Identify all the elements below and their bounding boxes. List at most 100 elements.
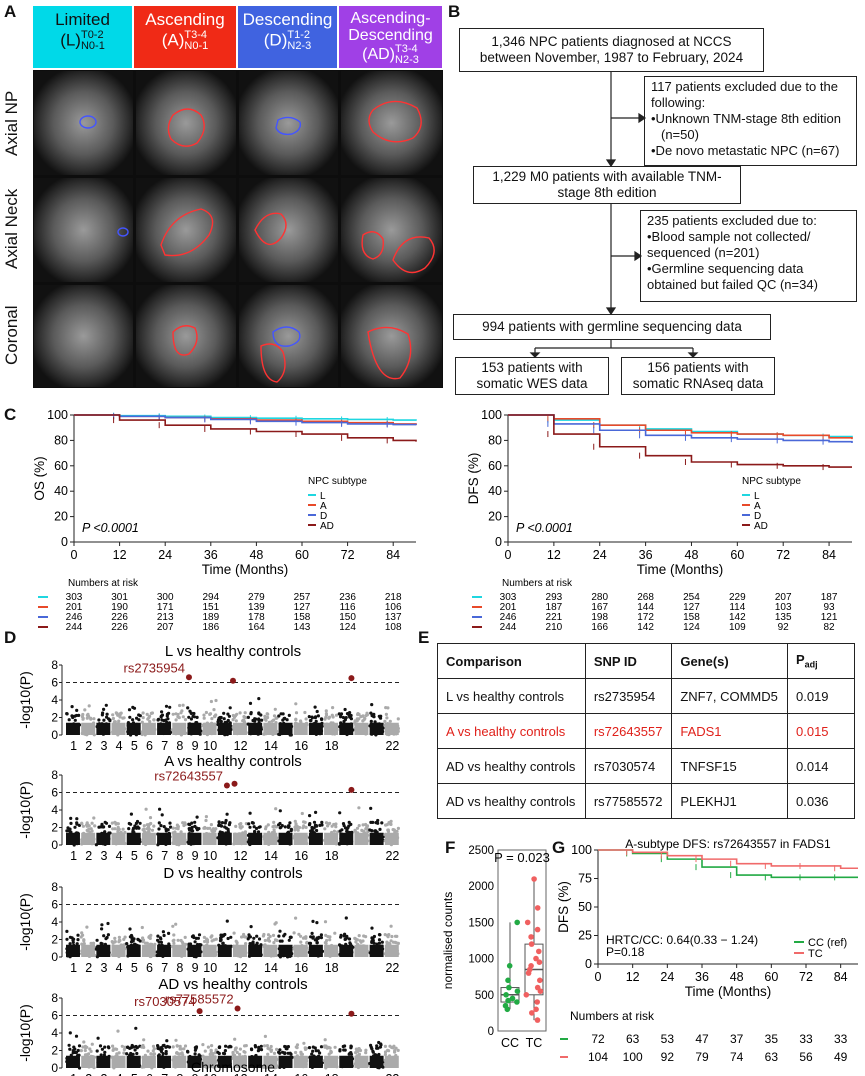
expression-boxplot: 0 500 1000 1500 2000 2500 P = 0.023 normalised … <box>442 845 550 1050</box>
snp-label: rs72643557 <box>154 769 223 784</box>
panel-label-d: D <box>4 628 17 647</box>
risk-value: 79 <box>695 1050 709 1064</box>
km-plot-os: 0 20 40 60 80 100 0 12 24 36 48 60 72 84 Time (Months)… <box>32 408 417 630</box>
data-point <box>523 992 530 998</box>
legend-label: L <box>754 491 760 502</box>
risk-value: 106 <box>385 602 402 613</box>
risk-value: 109 <box>729 622 746 630</box>
x-tick-label: 36 <box>695 970 709 984</box>
manhattan-points <box>65 916 400 959</box>
chromosome-label: 9 <box>192 739 199 753</box>
table-row: AD vs healthy controls rs7030574 TNFSF15 0… <box>437 748 855 784</box>
chromosome-label: 8 <box>176 1072 183 1076</box>
y-tick-label: 60 <box>54 459 68 473</box>
data-point <box>528 963 534 969</box>
manhattan-title: D vs healthy controls <box>163 865 302 882</box>
y-tick-label: 40 <box>488 484 502 498</box>
chromosome-label: 8 <box>176 849 183 863</box>
risk-value: 246 <box>500 612 517 623</box>
data-point <box>531 876 537 882</box>
y-tick-label: 60 <box>488 459 502 473</box>
risk-value: 74 <box>730 1050 744 1064</box>
significant-snp <box>348 1010 355 1017</box>
chromosome-label: 1 <box>70 739 77 753</box>
chromosome-label: 7 <box>161 849 168 863</box>
chromosome-label: 6 <box>146 961 153 975</box>
risk-value: 35 <box>765 1032 779 1046</box>
chromosome-label: 12 <box>234 849 248 863</box>
km-line-d <box>74 414 417 426</box>
risk-value: 100 <box>623 1050 643 1064</box>
risk-value: 164 <box>248 622 265 630</box>
table-row: L vs healthy controls rs2735954 ZNF7, COM… <box>437 678 855 714</box>
chromosome-label: 9 <box>192 1072 199 1076</box>
snp-label: rs77585572 <box>165 992 234 1007</box>
y-tick-label: 80 <box>54 433 68 447</box>
risk-value: 280 <box>591 592 608 603</box>
risk-value: 207 <box>157 622 174 630</box>
legend-label: A <box>320 501 327 512</box>
risk-value: 301 <box>111 592 128 603</box>
risk-value: 218 <box>385 592 402 603</box>
legend-label: A <box>754 501 761 512</box>
y-axis-label: -log10(P) <box>18 781 33 839</box>
y-tick-label: 2 <box>51 1044 58 1058</box>
chromosome-label: 3 <box>100 739 107 753</box>
y-tick-label: 75 <box>578 872 592 886</box>
y-tick-label: 0 <box>585 957 592 971</box>
km-line-ad <box>508 414 852 468</box>
risk-value: 187 <box>821 592 838 603</box>
risk-value: 198 <box>591 612 608 623</box>
risk-value: 166 <box>591 622 608 630</box>
table-row: A vs healthy controls rs72643557 FADS1 0.0… <box>437 713 855 749</box>
y-tick-label: 0 <box>488 1026 494 1038</box>
risk-value: 229 <box>729 592 746 603</box>
flow-exclusion-235: 235 patients excluded due to: •Blood sam… <box>640 210 857 302</box>
y-tick-label: 2 <box>51 711 58 725</box>
panel-label-g: G <box>552 838 566 857</box>
km-line-a <box>508 414 853 440</box>
y-tick-label: 6 <box>51 786 58 800</box>
row-label-coronal: Coronal <box>2 305 21 365</box>
data-point <box>514 919 520 926</box>
legend-label: TC <box>808 948 823 960</box>
chromosome-label: 18 <box>325 739 339 753</box>
risk-value: 56 <box>799 1050 813 1064</box>
scan-tiles <box>34 71 442 387</box>
risk-value: 142 <box>729 612 746 623</box>
y-tick-label: 0 <box>51 728 58 742</box>
x-tick-label: 84 <box>822 548 836 562</box>
row-label-axial-neck: Axial Neck <box>2 188 21 270</box>
risk-value: 210 <box>546 622 563 630</box>
header-limited: Limited (L) T0-2 N0-1 <box>33 6 132 68</box>
chromosome-label: 6 <box>146 1072 153 1076</box>
risk-value: 114 <box>729 602 745 613</box>
chromosome-label: 14 <box>264 849 278 863</box>
x-tick-label: 36 <box>204 548 218 562</box>
x-axis-label: Time (Months) <box>685 984 772 999</box>
x-axis-label: Chromosome <box>191 1059 275 1075</box>
category-label: TC <box>526 1036 543 1050</box>
chromosome-label: 7 <box>161 1072 168 1076</box>
chromosome-label: 8 <box>176 961 183 975</box>
y-tick-label: 25 <box>578 929 592 943</box>
snp-label: rs7030574 <box>134 994 195 1009</box>
data-point <box>502 1002 509 1009</box>
risk-value: 178 <box>248 612 265 623</box>
risk-value: 103 <box>775 602 792 613</box>
x-tick-label: 12 <box>547 548 561 562</box>
risk-value: 104 <box>588 1050 608 1064</box>
y-axis-label: -log10(P) <box>18 671 33 729</box>
panel-label-e: E <box>418 628 430 647</box>
x-axis-label: Time (Months) <box>637 562 724 577</box>
risk-value: 127 <box>294 602 311 613</box>
risk-title: Numbers at risk <box>68 578 139 589</box>
chromosome-label: 5 <box>131 961 138 975</box>
x-tick-label: 48 <box>685 548 699 562</box>
significant-snp <box>348 786 355 793</box>
chromosome-label: 16 <box>294 739 308 753</box>
legend-title: NPC subtype <box>742 476 801 487</box>
y-tick-label: 80 <box>488 433 502 447</box>
risk-value: 143 <box>294 622 311 630</box>
